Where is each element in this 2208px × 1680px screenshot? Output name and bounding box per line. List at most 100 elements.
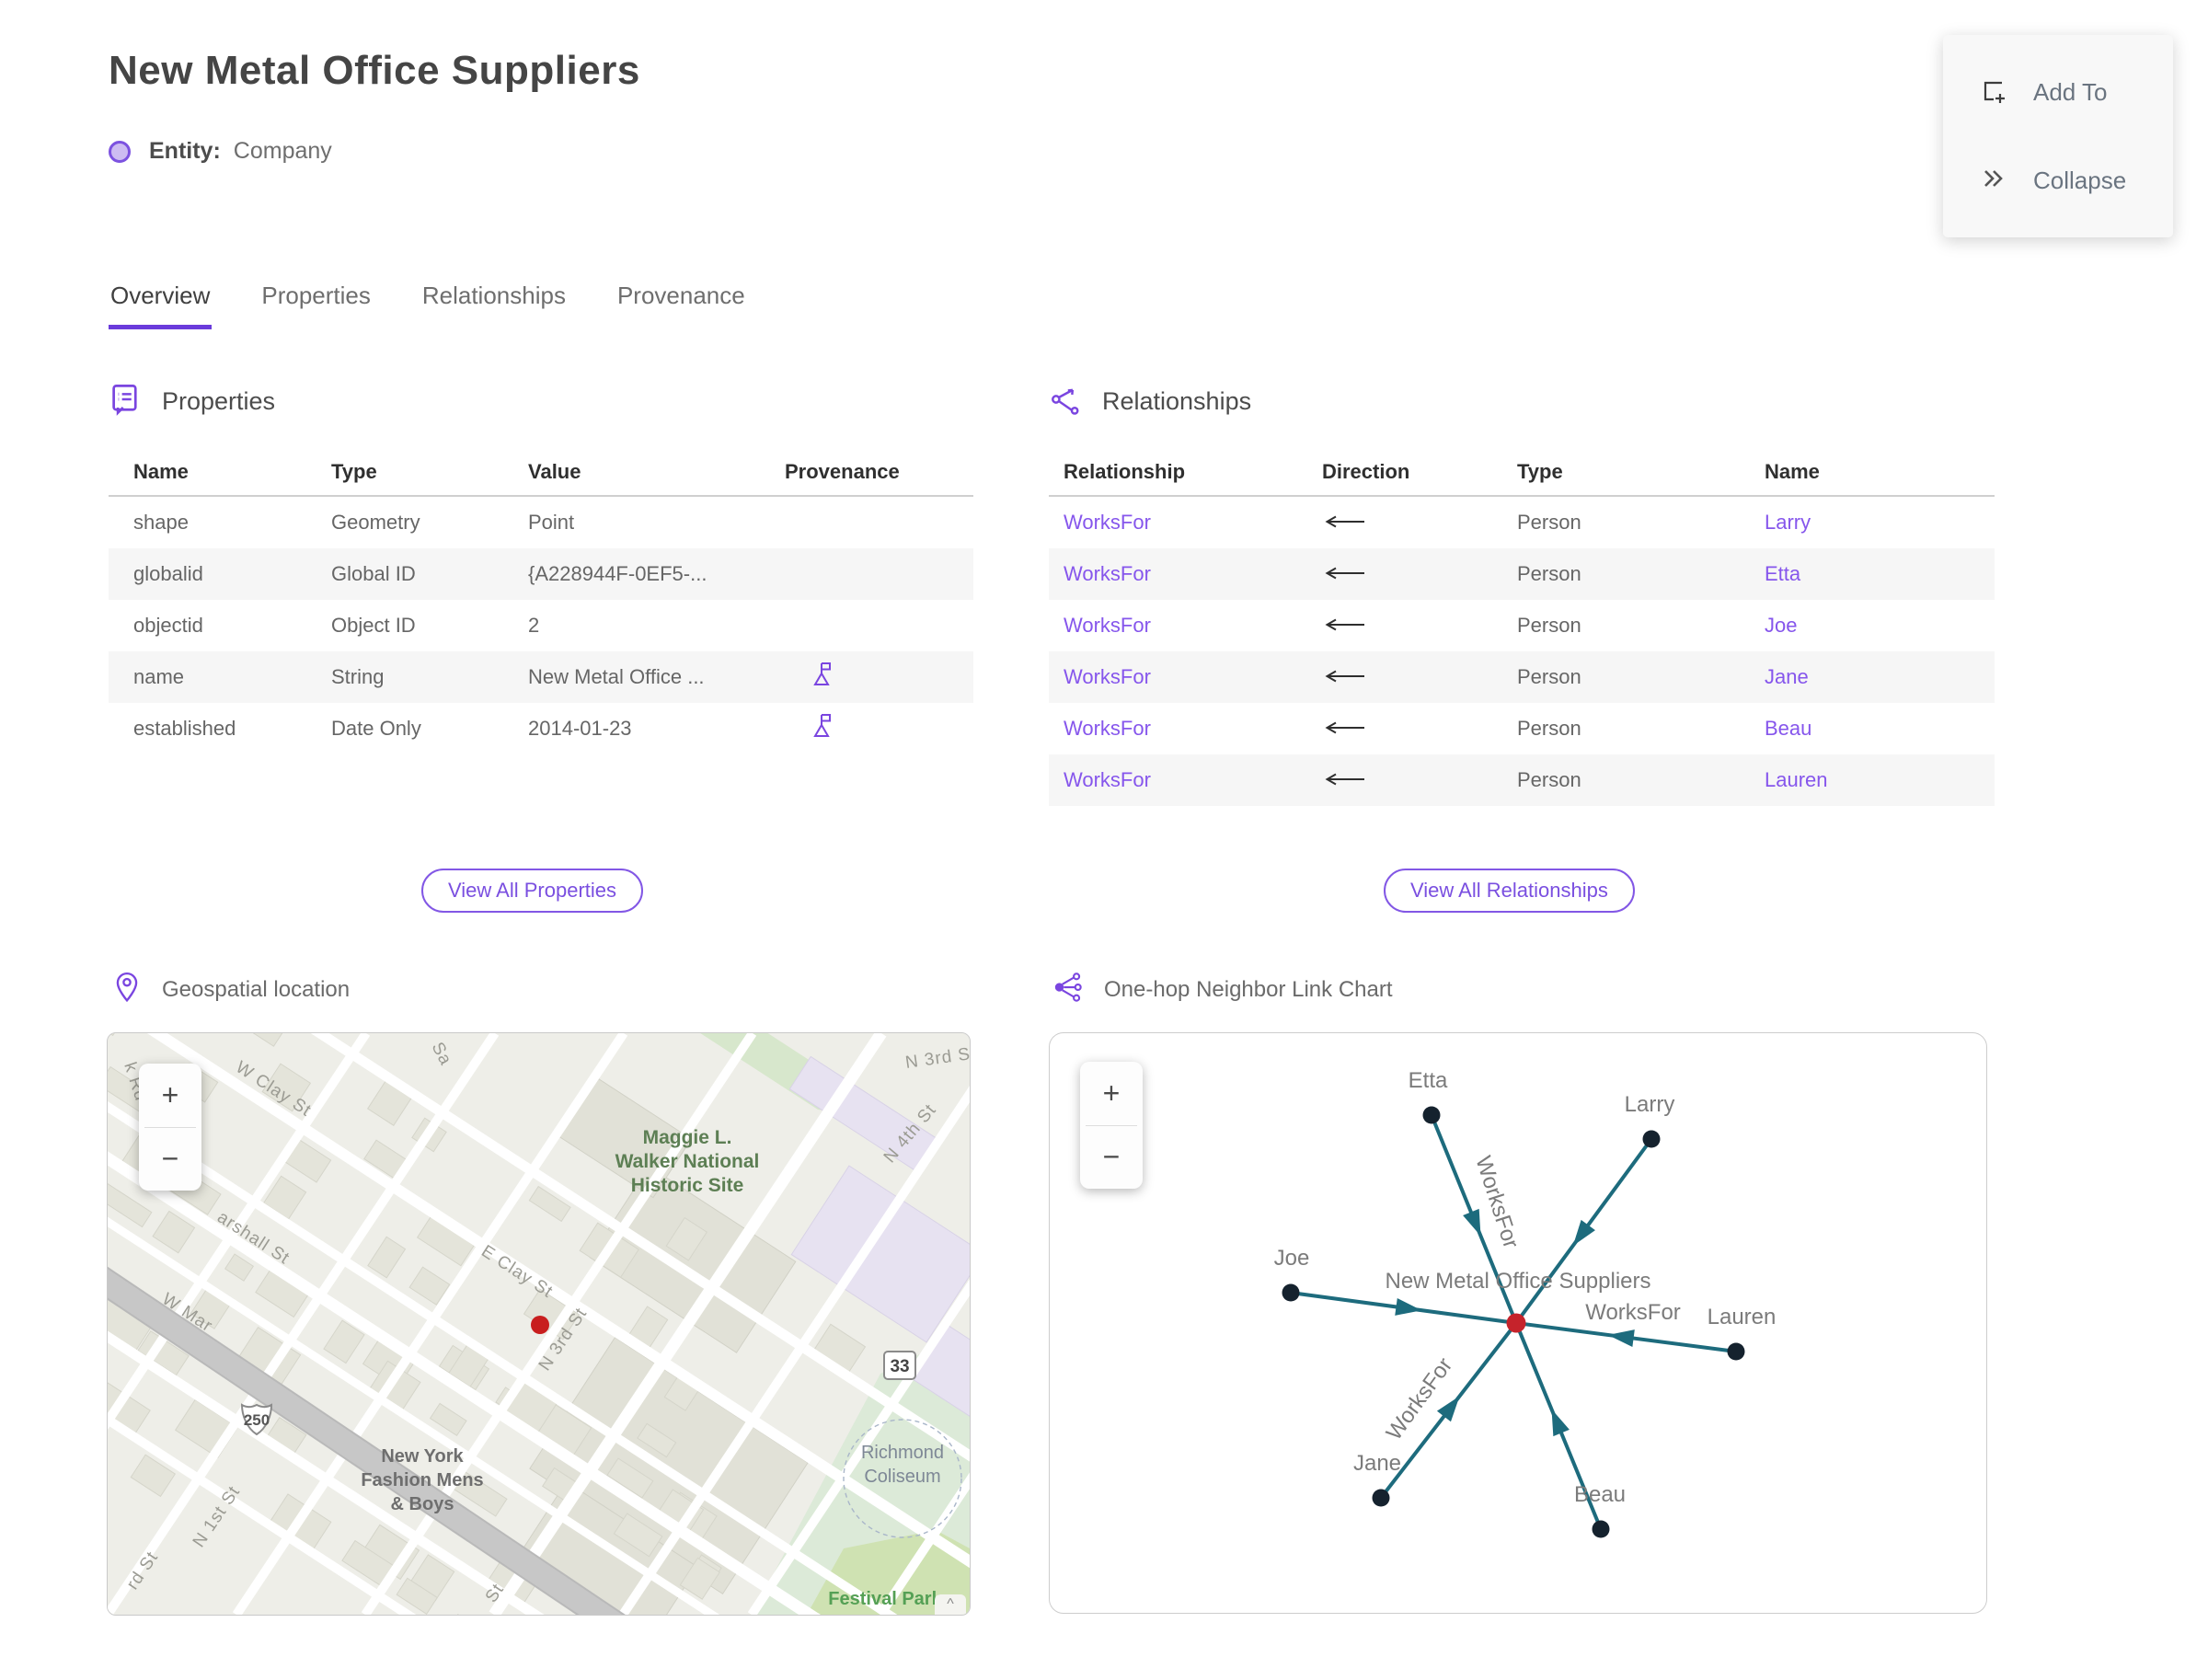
entity-label: Entity: (149, 138, 221, 164)
property-value: Point (528, 511, 575, 534)
tab-provenance[interactable]: Provenance (616, 282, 745, 309)
relationships-table: Relationship Direction Type Name WorksFo… (1049, 449, 1995, 806)
chart-zoom-in-button[interactable]: + (1102, 1076, 1121, 1110)
related-entity-link[interactable]: Etta (1765, 562, 1801, 585)
view-all-properties-button[interactable]: View All Properties (421, 869, 644, 913)
svg-text:Joe: Joe (1274, 1246, 1310, 1271)
relationship-row: WorksFor Person Etta (1049, 548, 1995, 600)
properties-section-header: Properties (109, 383, 275, 420)
svg-text:New York: New York (381, 1446, 464, 1467)
related-entity-link[interactable]: Jane (1765, 665, 1809, 688)
view-all-relationships-button[interactable]: View All Relationships (1384, 869, 1635, 913)
svg-text:WorksFor: WorksFor (1382, 1353, 1458, 1445)
graph-node[interactable] (1422, 1106, 1441, 1124)
col-type: Type (331, 460, 377, 483)
collapse-label: Collapse (2033, 166, 2127, 194)
property-row: objectid Object ID 2 (109, 600, 973, 651)
add-to-button[interactable]: Add To (1943, 65, 2173, 120)
property-name: shape (133, 511, 189, 534)
svg-text:Richmond: Richmond (861, 1443, 944, 1463)
property-type: Geometry (331, 511, 420, 534)
relationship-type-link[interactable]: WorksFor (1064, 717, 1151, 740)
tab-relationships[interactable]: Relationships (421, 282, 566, 309)
collapse-button[interactable]: Collapse (1943, 154, 2173, 208)
relationship-type-link[interactable]: WorksFor (1064, 562, 1151, 585)
tab-properties[interactable]: Properties (261, 282, 371, 309)
related-entity-link[interactable]: Lauren (1765, 768, 1828, 791)
collapse-chevrons-icon (1978, 163, 2009, 199)
provenance-flag-icon[interactable] (809, 662, 834, 693)
property-value: 2014-01-23 (528, 717, 632, 740)
relationship-row: WorksFor Person Larry (1049, 497, 1995, 548)
graph-node[interactable] (1727, 1342, 1745, 1361)
map-zoom-in-button[interactable]: + (161, 1077, 179, 1111)
one-hop-link-chart-icon (1051, 972, 1084, 1007)
properties-icon (109, 383, 142, 420)
graph-node[interactable] (1372, 1489, 1390, 1507)
related-entity-link[interactable]: Joe (1765, 614, 1798, 637)
col-value: Value (528, 460, 581, 483)
svg-text:Larry: Larry (1625, 1092, 1675, 1117)
provenance-cell[interactable] (785, 661, 973, 694)
direction-arrow-icon (1322, 511, 1517, 535)
property-row: shape Geometry Point (109, 497, 973, 548)
relationship-type-link[interactable]: WorksFor (1064, 665, 1151, 688)
route-shield: 33 (883, 1351, 916, 1380)
link-chart-canvas[interactable]: WorksFor WorksFor WorksFor Etta Larry Joe Jane… (1049, 1032, 1987, 1614)
map-zoom-out-button[interactable]: − (161, 1142, 179, 1176)
svg-text:Lauren: Lauren (1708, 1305, 1777, 1329)
linkchart-section-title: One-hop Neighbor Link Chart (1104, 976, 1393, 1002)
property-type: String (331, 665, 385, 688)
provenance-flag-icon[interactable] (809, 714, 834, 744)
relationship-type-link[interactable]: WorksFor (1064, 768, 1151, 791)
relationships-section-header: Relationships (1049, 383, 1251, 420)
entity-badge: Entity: Company (109, 138, 332, 165)
related-entity-type: Person (1517, 717, 1581, 740)
linkchart-section-header: One-hop Neighbor Link Chart (1051, 972, 1393, 1007)
svg-text:Beau: Beau (1574, 1482, 1626, 1507)
property-row: name String New Metal Office ... (109, 651, 973, 703)
svg-text:Fashion Mens: Fashion Mens (361, 1470, 483, 1490)
graph-node[interactable] (1282, 1283, 1300, 1302)
svg-text:Maggie L.: Maggie L. (643, 1127, 732, 1148)
entity-type-value: Company (233, 138, 332, 164)
provenance-cell[interactable] (785, 712, 973, 745)
relationship-row: WorksFor Person Joe (1049, 600, 1995, 651)
graph-node[interactable] (1592, 1520, 1610, 1538)
map-canvas[interactable]: W Clay St E Clay St arshall St W Mar k Rd Sa N… (107, 1032, 971, 1616)
related-entity-link[interactable]: Beau (1765, 717, 1812, 740)
route-shield: 250 (240, 1403, 273, 1436)
property-type: Object ID (331, 614, 416, 637)
related-entity-link[interactable]: Larry (1765, 511, 1811, 534)
related-entity-type: Person (1517, 665, 1581, 688)
add-to-icon (1978, 75, 2009, 110)
svg-text:Jane: Jane (1353, 1451, 1401, 1476)
relationship-type-link[interactable]: WorksFor (1064, 614, 1151, 637)
direction-arrow-icon (1322, 562, 1517, 586)
property-name: established (133, 717, 236, 740)
properties-table-header: Name Type Value Provenance (109, 449, 973, 497)
property-row: globalid Global ID {A228944F-0EF5-... (109, 548, 973, 600)
chart-zoom-out-button[interactable]: − (1102, 1140, 1121, 1174)
svg-text:Coliseum: Coliseum (864, 1467, 940, 1487)
entity-type-icon (109, 140, 131, 163)
property-name: objectid (133, 614, 203, 637)
col-name: Name (1765, 460, 1820, 483)
related-entity-type: Person (1517, 614, 1581, 637)
properties-section-title: Properties (162, 387, 276, 415)
svg-text:WorksFor: WorksFor (1470, 1153, 1524, 1251)
svg-text:New Metal Office Suppliers: New Metal Office Suppliers (1385, 1269, 1650, 1294)
relationship-type-link[interactable]: WorksFor (1064, 511, 1151, 534)
property-value: {A228944F-0EF5-... (528, 562, 707, 585)
direction-arrow-icon (1322, 717, 1517, 741)
page-title: New Metal Office Suppliers (109, 48, 640, 93)
attribution-expand-icon[interactable]: ^ (935, 1594, 966, 1615)
graph-node[interactable] (1642, 1130, 1661, 1148)
graph-center-node[interactable] (1506, 1313, 1526, 1333)
relationships-icon (1049, 383, 1082, 420)
tab-overview[interactable]: Overview (109, 276, 213, 329)
svg-text:Etta: Etta (1409, 1068, 1448, 1093)
svg-text:WorksFor: WorksFor (1585, 1300, 1681, 1325)
tab-bar: Overview Properties Relationships Proven… (109, 276, 747, 329)
